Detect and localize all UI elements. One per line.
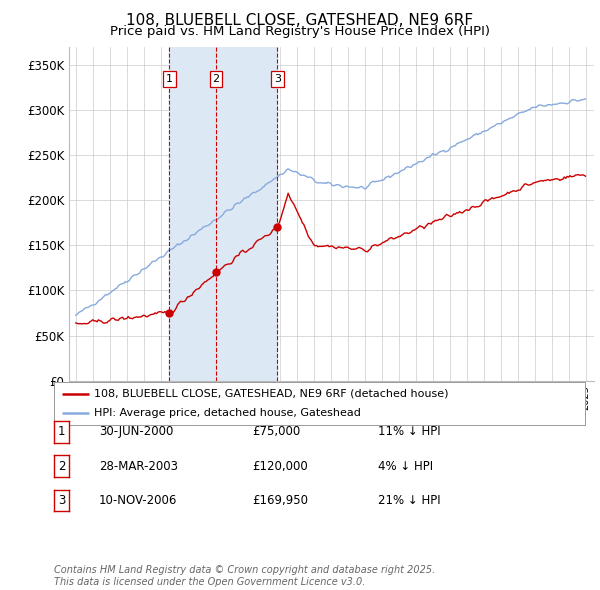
Text: 28-MAR-2003: 28-MAR-2003 [99,460,178,473]
Text: 2: 2 [212,74,220,84]
Text: 1: 1 [166,74,173,84]
Text: 108, BLUEBELL CLOSE, GATESHEAD, NE9 6RF: 108, BLUEBELL CLOSE, GATESHEAD, NE9 6RF [127,13,473,28]
Text: Contains HM Land Registry data © Crown copyright and database right 2025.
This d: Contains HM Land Registry data © Crown c… [54,565,435,587]
Text: 30-JUN-2000: 30-JUN-2000 [99,425,173,438]
Text: £75,000: £75,000 [252,425,300,438]
Text: 11% ↓ HPI: 11% ↓ HPI [378,425,440,438]
Bar [169,47,277,381]
Text: 10-NOV-2006: 10-NOV-2006 [99,494,178,507]
Text: 1: 1 [58,425,65,438]
Text: 3: 3 [274,74,281,84]
Text: £169,950: £169,950 [252,494,308,507]
Text: £120,000: £120,000 [252,460,308,473]
Text: 4% ↓ HPI: 4% ↓ HPI [378,460,433,473]
Text: 3: 3 [58,494,65,507]
Text: Price paid vs. HM Land Registry's House Price Index (HPI): Price paid vs. HM Land Registry's House … [110,25,490,38]
Text: HPI: Average price, detached house, Gateshead: HPI: Average price, detached house, Gate… [94,408,361,418]
Text: 2: 2 [58,460,65,473]
Text: 21% ↓ HPI: 21% ↓ HPI [378,494,440,507]
Text: 108, BLUEBELL CLOSE, GATESHEAD, NE9 6RF (detached house): 108, BLUEBELL CLOSE, GATESHEAD, NE9 6RF … [94,389,448,399]
